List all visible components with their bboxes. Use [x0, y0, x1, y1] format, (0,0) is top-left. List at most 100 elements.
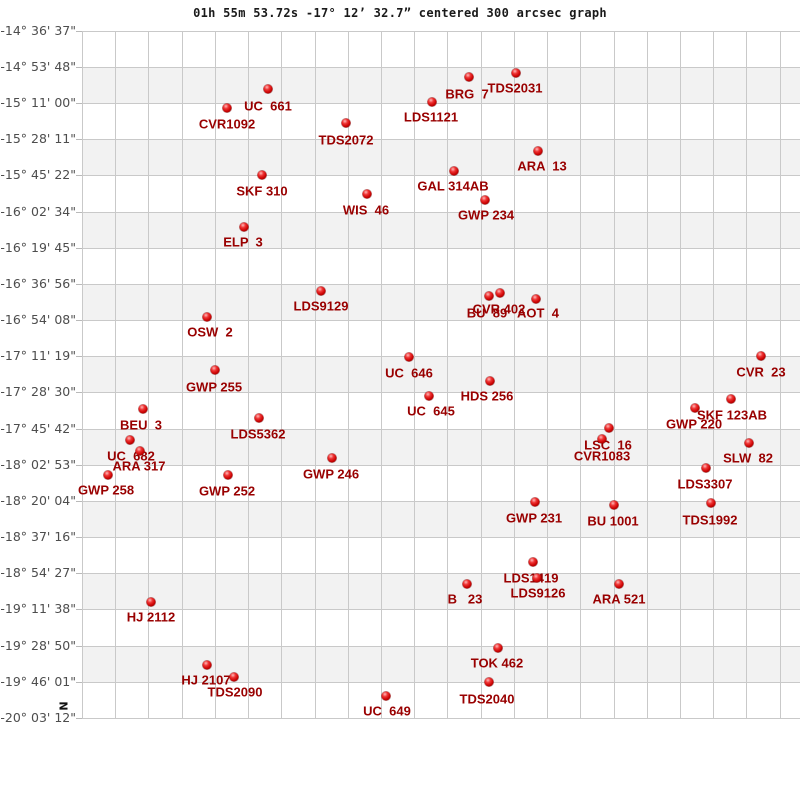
star-dot[interactable] [257, 170, 267, 180]
star-label: LDS1121 [403, 109, 459, 125]
star-label: CVR 402 [472, 301, 526, 317]
star-dot[interactable] [706, 498, 716, 508]
star-dot[interactable] [263, 84, 273, 94]
star-dot[interactable] [701, 463, 711, 473]
star-dot[interactable] [362, 189, 372, 199]
gridline-vertical [713, 30, 715, 718]
star-dot[interactable] [485, 376, 495, 386]
star-label: GWP 231 [505, 510, 563, 526]
star-dot[interactable] [202, 660, 212, 670]
star-dot[interactable] [202, 312, 212, 322]
background-stripe [82, 139, 800, 176]
star-dot[interactable] [222, 103, 232, 113]
y-tick-mark [76, 573, 82, 575]
background-stripe [82, 30, 800, 67]
star-dot[interactable] [597, 434, 607, 444]
star-label: BU 1001 [587, 513, 639, 529]
y-tick-mark [76, 211, 82, 213]
y-tick-mark [76, 30, 82, 32]
gridline-vertical [679, 30, 681, 718]
y-tick-label: -18° 02' 53" [0, 456, 76, 472]
y-tick-label: -14° 36' 37" [0, 22, 76, 38]
star-dot[interactable] [427, 97, 437, 107]
star-dot[interactable] [511, 68, 521, 78]
star-label: SKF 123AB [696, 407, 768, 423]
star-label: SLW 82 [723, 450, 773, 466]
star-dot[interactable] [533, 146, 543, 156]
gridline-vertical [447, 30, 449, 718]
star-dot[interactable] [530, 497, 540, 507]
star-dot[interactable] [495, 288, 505, 298]
gridline-vertical [513, 30, 515, 718]
star-dot[interactable] [690, 403, 700, 413]
star-dot[interactable] [103, 470, 113, 480]
star-label: LDS9126 [510, 585, 566, 601]
chart-title: 01h 55m 53.72s -17° 12’ 32.7” centered 3… [193, 6, 607, 20]
star-dot[interactable] [609, 500, 619, 510]
star-dot[interactable] [223, 470, 233, 480]
gridline-horizontal [82, 645, 800, 647]
star-label: BRG 7 [445, 86, 489, 102]
star-dot[interactable] [484, 291, 494, 301]
star-label: BU 89 [466, 305, 508, 321]
star-dot[interactable] [327, 453, 337, 463]
star-dot[interactable] [404, 352, 414, 362]
star-dot[interactable] [614, 579, 624, 589]
star-label: GWP 255 [185, 379, 243, 395]
star-dot[interactable] [756, 351, 766, 361]
y-tick-mark [76, 320, 82, 322]
gridline-horizontal [82, 717, 800, 719]
star-label: LDS9129 [293, 298, 349, 314]
gridline-horizontal [82, 356, 800, 358]
y-tick-mark [76, 139, 82, 141]
star-dot[interactable] [531, 294, 541, 304]
y-tick-label: -17° 11' 19" [0, 348, 76, 364]
gridline-horizontal [82, 573, 800, 575]
gridline-vertical [248, 30, 250, 718]
star-dot[interactable] [239, 222, 249, 232]
star-dot[interactable] [462, 579, 472, 589]
star-dot[interactable] [744, 438, 754, 448]
star-dot[interactable] [254, 413, 264, 423]
star-dot[interactable] [135, 446, 145, 456]
star-dot[interactable] [146, 597, 156, 607]
gridline-vertical [580, 30, 582, 718]
star-label: ARA 521 [592, 591, 646, 607]
star-dot[interactable] [125, 435, 135, 445]
star-label: TDS2031 [487, 80, 543, 96]
star-dot[interactable] [381, 691, 391, 701]
y-tick-mark [76, 464, 82, 466]
gridline-horizontal [82, 139, 800, 141]
star-dot[interactable] [316, 286, 326, 296]
star-dot[interactable] [493, 643, 503, 653]
y-tick-label: -16° 19' 45" [0, 239, 76, 255]
background-stripe [82, 609, 800, 646]
star-dot[interactable] [210, 365, 220, 375]
star-label: HJ 2112 [126, 609, 176, 625]
y-tick-mark [76, 500, 82, 502]
star-label: CVR 23 [736, 364, 786, 380]
gridline-horizontal [82, 464, 800, 466]
background-stripe [82, 66, 800, 104]
gridline-vertical [480, 30, 482, 718]
star-dot[interactable] [229, 672, 239, 682]
star-label: CVR1083 [573, 448, 631, 464]
star-dot[interactable] [464, 72, 474, 82]
star-dot[interactable] [138, 404, 148, 414]
y-tick-mark [76, 392, 82, 394]
star-dot[interactable] [532, 573, 542, 583]
gridline-horizontal [82, 681, 800, 683]
star-dot[interactable] [528, 557, 538, 567]
star-dot[interactable] [341, 118, 351, 128]
gridline-vertical [314, 30, 316, 718]
star-dot[interactable] [424, 391, 434, 401]
y-tick-label: -19° 11' 38" [0, 601, 76, 617]
star-dot[interactable] [604, 423, 614, 433]
star-dot[interactable] [480, 195, 490, 205]
star-dot[interactable] [484, 677, 494, 687]
gridline-horizontal [82, 392, 800, 394]
star-dot[interactable] [726, 394, 736, 404]
star-dot[interactable] [449, 166, 459, 176]
gridline-vertical [779, 30, 781, 718]
